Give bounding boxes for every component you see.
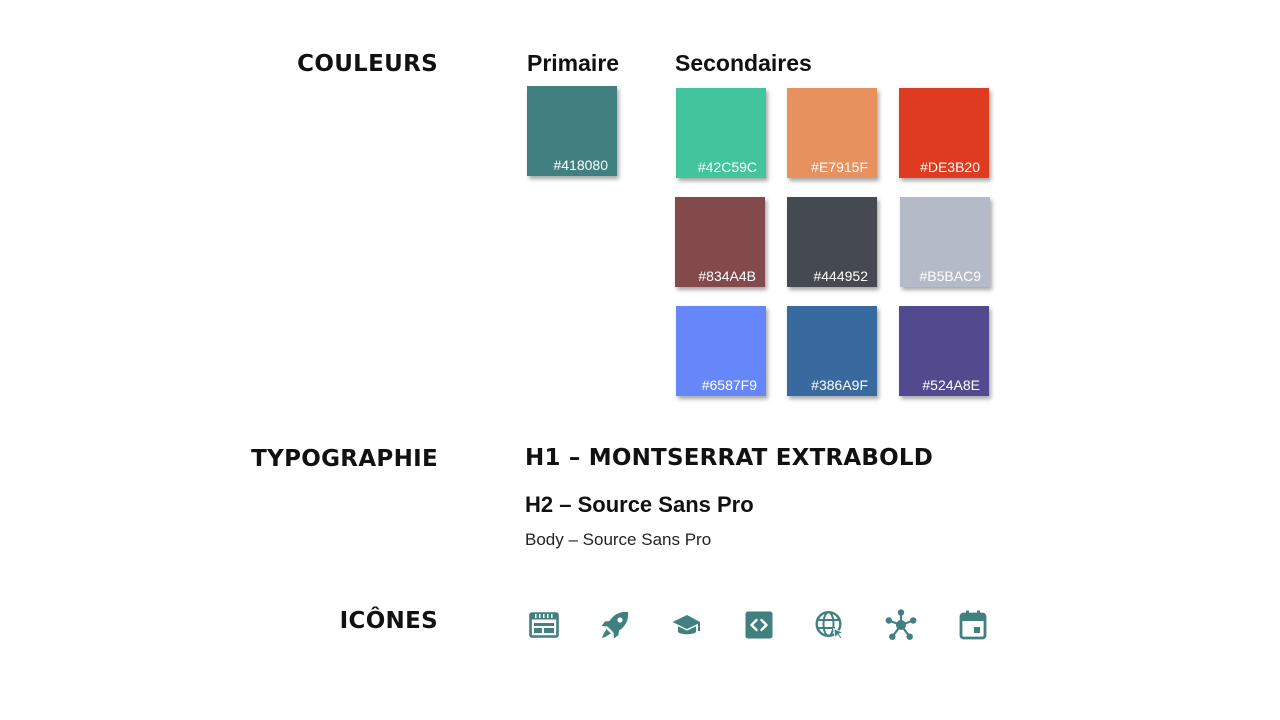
web-cursor-icon: [814, 609, 846, 641]
swatch-hex-label: #6587F9: [701, 377, 757, 393]
network-hub-icon: [885, 609, 917, 641]
browser-layout-icon: [528, 609, 560, 641]
section-title-colors: COULEURS: [297, 51, 438, 77]
swatch-hex-label: #E7915F: [811, 159, 868, 175]
secondary-color-swatch: #B5BAC9: [900, 197, 990, 287]
swatch-hex-label: #386A9F: [811, 377, 868, 393]
secondary-color-swatch: #444952: [787, 197, 877, 287]
swatch-hex-label: #DE3B20: [920, 159, 980, 175]
secondary-color-swatch: #524A8E: [899, 306, 989, 396]
swatch-hex-label: #524A8E: [922, 377, 980, 393]
typography-h1-sample: H1 – MONTSERRAT EXTRABOLD: [525, 445, 934, 471]
secondary-color-swatch: #6587F9: [676, 306, 766, 396]
secondary-colors-label: Secondaires: [675, 50, 812, 76]
section-title-icons: ICÔNES: [339, 608, 438, 634]
swatch-hex-label: #42C59C: [697, 159, 757, 175]
swatch-hex-label: #834A4B: [698, 268, 756, 284]
swatch-hex-label: #B5BAC9: [919, 268, 981, 284]
typography-h2-sample: H2 – Source Sans Pro: [525, 492, 754, 517]
secondary-color-swatch: #834A4B: [675, 197, 765, 287]
rocket-icon: [599, 609, 631, 641]
secondary-color-swatch: #DE3B20: [899, 88, 989, 178]
typography-body-sample: Body – Source Sans Pro: [525, 530, 712, 549]
secondary-color-swatch: #386A9F: [787, 306, 877, 396]
primary-color-swatch: #418080: [527, 86, 617, 176]
primary-colors-label: Primaire: [527, 50, 620, 76]
section-title-typography: TYPOGRAPHIE: [251, 446, 438, 472]
graduation-cap-icon: [671, 609, 703, 641]
code-icon: [743, 609, 775, 641]
swatch-hex-label: #418080: [553, 157, 608, 173]
secondary-color-swatch: #E7915F: [787, 88, 877, 178]
secondary-color-swatch: #42C59C: [676, 88, 766, 178]
calendar-event-icon: [957, 609, 989, 641]
swatch-hex-label: #444952: [813, 268, 868, 284]
